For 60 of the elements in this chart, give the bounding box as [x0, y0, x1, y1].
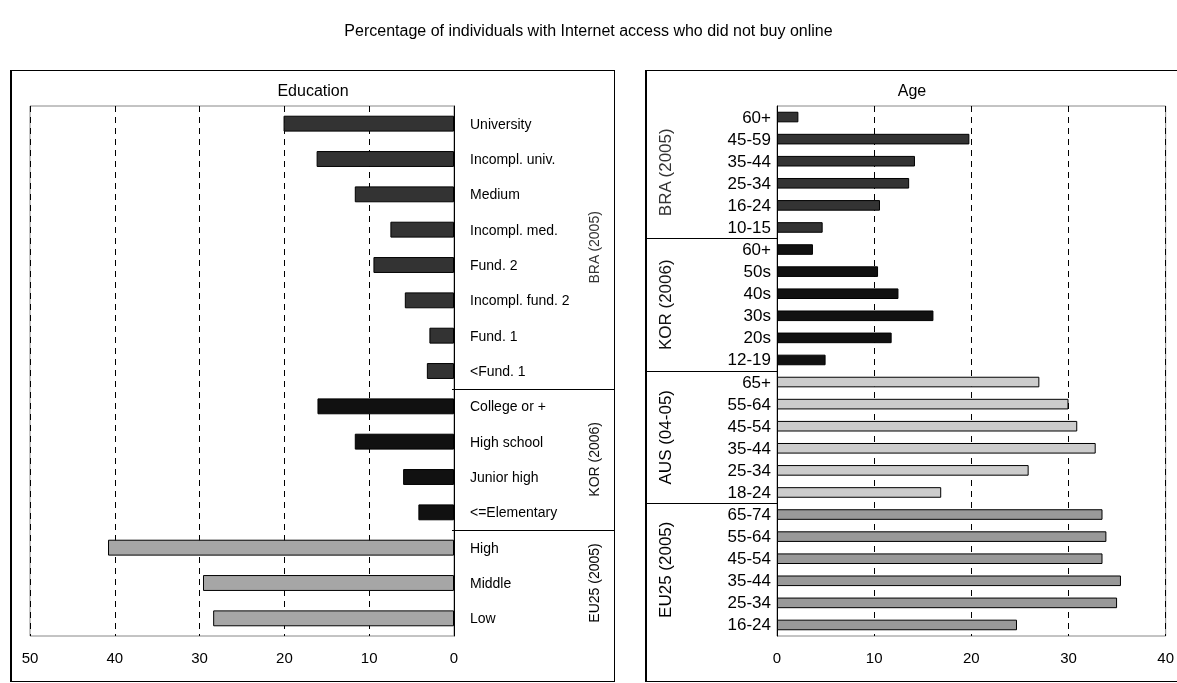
y-tick-label: High school [470, 433, 544, 450]
y-tick-label: College or + [470, 398, 546, 415]
text: BRA (2005) [586, 211, 602, 284]
y-tick-label: 65-74 [727, 505, 771, 525]
x-tick-label: 30 [1060, 649, 1077, 666]
y-tick-label: Low [470, 610, 497, 627]
text: BRA (2005) [655, 128, 675, 217]
x-tick-label: 30 [191, 649, 208, 666]
x-tick-label: 40 [1157, 649, 1174, 666]
x-tick-label: 50 [21, 649, 39, 666]
y-tick-label: 18-24 [727, 482, 771, 502]
chart-subtitle: Education [277, 81, 349, 99]
text: KOR (2006) [655, 259, 675, 351]
y-tick-label: Medium [470, 186, 520, 203]
text: KOR (2006) [586, 421, 602, 497]
y-tick-label: Junior high [470, 469, 539, 485]
y-tick-label: 65+ [742, 372, 772, 392]
y-tick-label: Fund. 2 [470, 257, 518, 273]
x-tick-label: 10 [360, 649, 378, 666]
x-tick-label: 10 [865, 649, 883, 666]
y-tick-label: Incompl. univ. [470, 151, 556, 167]
x-tick-label: 0 [772, 649, 782, 666]
y-tick-label: 10-15 [727, 217, 771, 237]
y-tick-label: <=Elementary [470, 504, 558, 521]
y-tick-label: 60+ [742, 240, 772, 260]
y-tick-label: 45-59 [727, 129, 771, 149]
text: AUS (04-05) [655, 390, 675, 485]
y-tick-label: 16-24 [727, 195, 771, 215]
text: EU25 (2005) [586, 543, 602, 623]
y-tick-label: 55-64 [727, 527, 771, 547]
y-tick-label: 25-34 [727, 593, 771, 613]
y-tick-label: Incompl. fund. 2 [470, 292, 570, 309]
y-tick-label: <Fund. 1 [470, 363, 526, 379]
y-tick-label: Incompl. med. [470, 221, 558, 238]
x-tick-label: 0 [449, 649, 459, 666]
x-tick-label: 20 [962, 649, 980, 666]
y-tick-label: 40s [743, 284, 771, 304]
y-tick-label: 25-34 [727, 460, 771, 480]
y-tick-label: 16-24 [727, 615, 771, 635]
y-tick-label: 55-64 [727, 394, 771, 414]
y-tick-label: 25-34 [727, 173, 771, 193]
y-tick-label: 35-44 [727, 438, 771, 458]
y-tick-label: 20s [743, 328, 771, 348]
y-tick-label: High [470, 539, 499, 556]
y-tick-label: 35-44 [727, 151, 771, 171]
y-tick-label: 45-54 [727, 416, 771, 436]
y-tick-label: 12-19 [727, 350, 771, 370]
text: EU25 (2005) [655, 521, 675, 618]
y-tick-label: Middle [470, 575, 512, 591]
text: Percentage of individuals with Internet access who did not buy online [343, 22, 834, 40]
x-tick-label: 20 [276, 649, 293, 666]
y-tick-label: 60+ [742, 107, 772, 127]
y-tick-label: 50s [743, 262, 771, 282]
y-tick-label: 45-54 [727, 549, 771, 569]
x-tick-label: 40 [106, 649, 124, 666]
y-tick-label: Fund. 1 [470, 327, 518, 344]
y-tick-label: University [470, 115, 532, 132]
y-tick-label: 30s [743, 306, 771, 326]
y-tick-label: 35-44 [727, 571, 771, 591]
chart-subtitle: Age [897, 81, 927, 99]
